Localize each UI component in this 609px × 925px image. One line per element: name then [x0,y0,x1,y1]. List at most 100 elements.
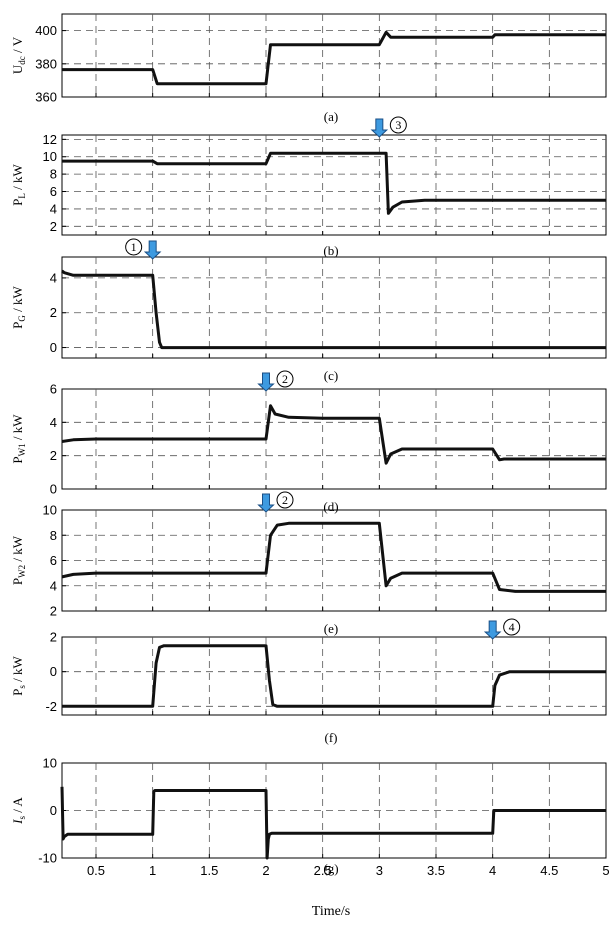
y-tick-label: 360 [35,90,57,105]
series-line [60,786,606,860]
y-tick-label: 6 [50,553,57,568]
series-line [61,269,606,350]
subcaption-f: (f) [325,730,338,745]
y-axis-label: Ps / kW [10,655,27,695]
y-axis-label-main: I [10,819,25,825]
chart-panel-f: -2 0 2 Ps / kW [10,630,607,716]
y-axis-label-main: P [10,322,25,329]
x-tick-label: 1.5 [200,863,218,878]
y-tick-label: 4 [50,415,57,430]
series-line [62,151,606,215]
subcaption-a: (a) [324,109,338,124]
y-axis-label: Is / A [10,797,27,825]
chart-panel-c: 0 2 4 PG / kW [10,256,607,359]
y-tick-label: 8 [50,167,57,182]
subcaption-e: (e) [324,621,338,636]
y-tick-label: 4 [50,201,57,216]
x-tick-label: 4 [489,863,496,878]
plot-area [61,636,607,716]
y-axis-label-unit: / A [10,797,25,816]
chart-panel-b: 2 4 6 8 10 12 PL / kW [10,132,607,236]
event-number: 1 [131,240,137,254]
y-axis-label: PL / kW [10,163,27,205]
y-axis-label-unit: / kW [10,285,25,315]
subcaption-b: (b) [323,243,338,258]
plot-area [61,13,607,98]
x-tick-label: 5 [602,863,609,878]
y-tick-label: 2 [50,604,57,619]
y-tick-label: 400 [35,23,57,38]
arrow-down-icon [143,240,162,260]
y-axis-label-main: U [10,64,25,74]
y-tick-label: 2 [50,448,57,463]
y-axis-label-subscript: s [17,815,27,819]
circled-number-icon [503,618,521,636]
y-axis-label-subscript: s [17,685,27,689]
event-marker-1: 1 [125,238,162,260]
circled-number-icon [125,238,143,256]
plot-area [61,256,607,359]
arrow-down-icon [257,372,275,392]
y-tick-label: 380 [35,56,57,71]
chart-panel-d: 0 2 4 6 PW1 / kW [10,382,607,497]
x-axis-title: Time/s [312,904,350,919]
y-axis-label: PW1 / kW [10,414,27,464]
plot-area [61,134,607,236]
event-number: 4 [509,620,515,634]
y-axis-label-main: P [10,578,25,585]
y-tick-label: 8 [50,528,57,543]
y-tick-label: 0 [50,340,57,355]
arrow-down-icon [257,493,275,513]
arrow-down-icon [483,620,502,640]
chart-panel-e: 2 4 6 8 10 PW2 / kW [10,503,607,619]
y-axis-label-unit: / kW [10,163,25,193]
x-tick-label: 2 [262,863,269,878]
circled-number-icon [276,491,294,509]
series-line [61,521,606,593]
y-axis-label-unit: / kW [10,655,25,685]
y-tick-label: 10 [43,149,57,164]
event-number: 2 [282,372,288,386]
y-axis-label-main: P [10,689,25,696]
series-line [62,644,606,708]
y-tick-label: 2 [50,305,57,320]
event-marker-2: 2 [257,491,294,513]
circled-number-icon [276,370,294,388]
y-axis-label-subscript: G [17,315,27,322]
x-tick-label: 0.5 [87,863,105,878]
chart-panel-g: -10 0 10 0.5 1 1.5 2 2.5 3 3.5 4 4.5 5 Is / A [10,756,609,879]
y-tick-label: 0 [50,482,57,497]
y-axis-label: PG / kW [10,285,27,328]
y-tick-label: 6 [50,382,57,397]
y-axis-label-main: P [10,456,25,463]
event-number: 2 [282,493,288,507]
y-tick-label: 10 [43,503,57,518]
y-tick-label: -10 [38,851,57,866]
event-marker-2: 2 [257,370,294,392]
y-axis-label-subscript: W2 [17,565,27,578]
y-axis-label: Udc / V [10,36,27,74]
y-axis-label-main: P [10,199,25,206]
subcaption-g: (g) [323,861,338,876]
y-tick-label: 10 [43,756,57,771]
y-tick-label: 2 [50,219,57,234]
chart-panel-a: 360 380 400 Udc / V [10,13,607,105]
x-tick-label: 2.5 [314,863,332,878]
y-tick-label: 6 [50,184,57,199]
series-line [62,30,606,86]
y-tick-label: 4 [50,270,57,285]
arrow-down-icon [370,118,389,138]
subcaptions: (a) (b) (c) (d) (e) (f) (g) [323,109,338,876]
series-line [61,404,606,465]
event-number: 3 [395,118,401,132]
x-tick-label: 1 [149,863,156,878]
y-axis-label-subscript: dc [17,56,27,65]
circled-number-icon [389,116,407,134]
y-tick-label: -2 [45,699,57,714]
y-tick-label: 0 [50,664,57,679]
y-axis-label: PW2 / kW [10,535,27,585]
x-tick-label: 4.5 [540,863,558,878]
x-tick-label: 3.5 [427,863,445,878]
event-marker-3: 3 [370,116,407,138]
